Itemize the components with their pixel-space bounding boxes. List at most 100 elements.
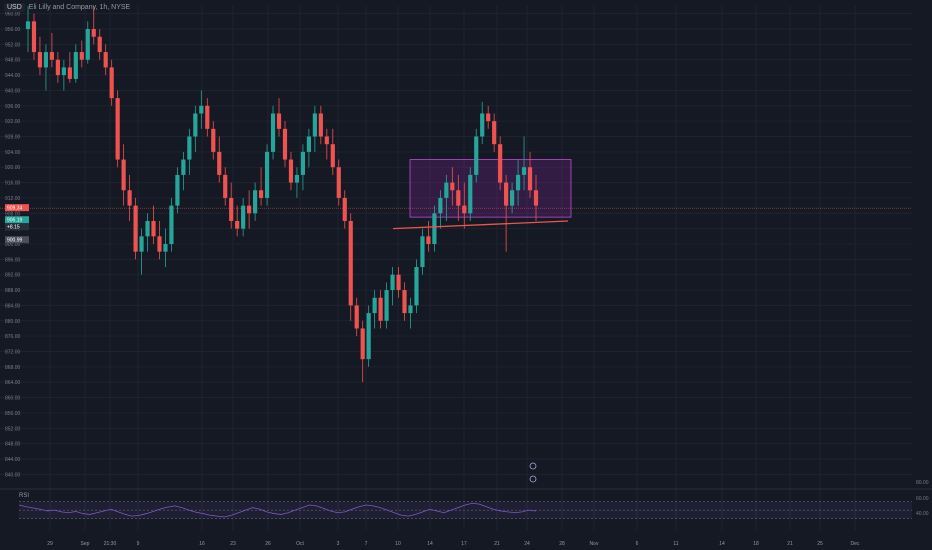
y-tick-label: 876.00: [5, 334, 21, 340]
candle-body: [181, 159, 186, 175]
candle-body: [444, 182, 449, 198]
y-tick-label: 944.00: [5, 73, 21, 79]
rsi-tick-label: 60.00: [916, 496, 929, 502]
x-tick-label: 25: [817, 541, 823, 547]
candle-body: [205, 105, 210, 129]
candle-body: [103, 52, 108, 68]
candle-body: [468, 174, 473, 214]
x-tick-label: 21: [787, 541, 793, 547]
candle-body: [133, 205, 138, 252]
candle-body: [330, 144, 335, 168]
y-tick-label: 856.00: [5, 411, 21, 417]
candle-body: [384, 290, 389, 321]
candle-body: [480, 113, 485, 137]
candle-body: [312, 113, 317, 137]
y-tick-label: 880.00: [5, 319, 21, 325]
y-tick-label: 912.00: [5, 196, 21, 202]
candle-body: [145, 220, 150, 237]
candle-body: [264, 151, 270, 198]
candle-body: [37, 52, 43, 68]
candle-body: [43, 52, 49, 68]
candle-body: [241, 205, 246, 229]
y-tick-label: 884.00: [5, 303, 21, 309]
price-tag: [5, 236, 29, 244]
candle-body: [157, 236, 162, 252]
price-tag-label: 900.99: [7, 238, 23, 244]
x-tick-label: Nov: [590, 541, 599, 547]
y-tick-label: 916.00: [5, 181, 21, 187]
x-tick-label: 10: [395, 541, 401, 547]
candle-body: [187, 136, 192, 160]
candle-body: [127, 190, 132, 206]
rsi-band: [19, 501, 912, 519]
x-tick-label: 24: [524, 541, 530, 547]
candle-body: [25, 21, 31, 30]
candle-body: [498, 144, 503, 183]
candle-body: [276, 113, 282, 129]
candle-body: [360, 328, 365, 360]
y-tick-label: 892.00: [5, 273, 21, 279]
x-tick-label: Oct: [296, 541, 304, 547]
candle-body: [55, 59, 60, 76]
event-marker: [529, 475, 537, 483]
rsi-series-line: [18, 502, 537, 518]
candle-body: [348, 220, 353, 306]
candle-body: [318, 113, 323, 137]
x-tick-label: Sep: [81, 541, 90, 547]
candle-body: [521, 167, 527, 175]
x-tick-label: 18: [753, 541, 759, 547]
event-marker: [529, 462, 537, 470]
y-tick-label: 848.00: [5, 442, 21, 448]
candle-body: [414, 267, 419, 306]
y-tick-label: 920.00: [5, 165, 21, 171]
candle-body: [462, 205, 467, 214]
candle-body: [510, 190, 515, 206]
x-tick-label: 6: [636, 541, 639, 547]
candle-body: [438, 197, 443, 214]
candle-body: [121, 159, 126, 191]
x-tick-label: Dec: [851, 541, 860, 547]
rsi-tick-label: 80.00: [916, 480, 929, 486]
price-tag-label: 906.19: [7, 218, 23, 224]
candle-body: [294, 174, 300, 183]
candle-body: [324, 136, 329, 145]
rsi-label: RSI: [19, 493, 30, 499]
candle-body: [420, 236, 425, 268]
candle-body: [31, 21, 37, 53]
y-tick-label: 928.00: [5, 135, 21, 141]
candle-body: [247, 205, 252, 214]
y-tick-label: 852.00: [5, 426, 21, 432]
candle-body: [258, 190, 264, 198]
candle-body: [49, 52, 54, 60]
price-tag: [5, 223, 29, 231]
candle-body: [504, 182, 509, 206]
y-tick-label: 844.00: [5, 457, 21, 463]
price-tag-label: +8.15: [7, 225, 20, 231]
y-tick-label: 888.00: [5, 288, 21, 294]
candle-body: [151, 220, 156, 237]
candle-body: [175, 174, 180, 206]
candle-body: [533, 190, 539, 206]
trendline: [392, 220, 569, 230]
price-tag: [5, 204, 29, 212]
candle-body: [223, 174, 228, 198]
y-tick-label: 936.00: [5, 104, 21, 110]
candle-body: [378, 297, 383, 321]
price-tag-label: 909.34: [7, 206, 23, 212]
x-tick-label: 7: [365, 541, 368, 547]
currency-badge[interactable]: USD: [4, 3, 25, 12]
y-tick-label: 940.00: [5, 88, 21, 94]
candle-body: [288, 159, 294, 183]
candle-body: [235, 220, 240, 229]
x-tick-label: 14: [719, 541, 725, 547]
candle-body: [193, 113, 198, 137]
candle-body: [342, 197, 347, 221]
price-tag: [5, 216, 29, 224]
candle-body: [366, 313, 371, 360]
candle-body: [492, 121, 497, 145]
candle-body: [229, 197, 234, 221]
x-tick-label: 21:30: [104, 541, 117, 547]
candle-body: [486, 113, 491, 122]
x-tick-label: 17: [461, 541, 467, 547]
